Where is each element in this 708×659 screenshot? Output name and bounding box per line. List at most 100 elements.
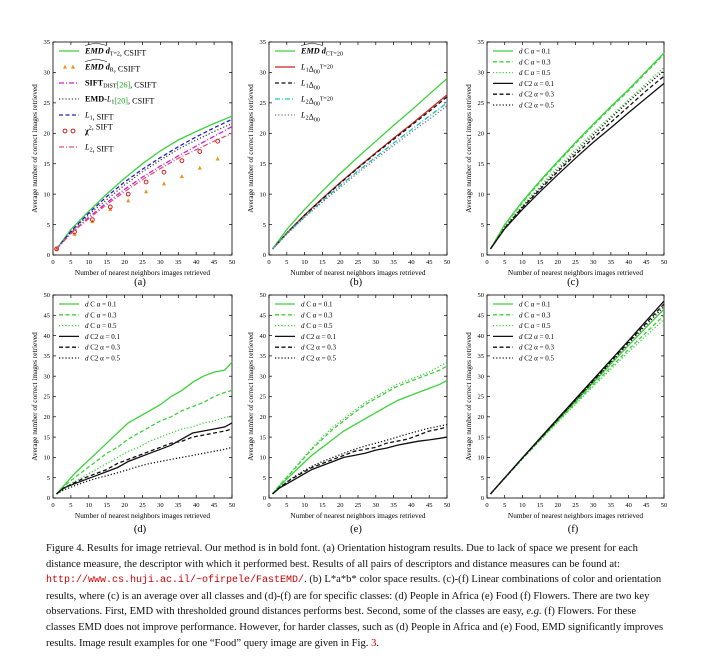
x-tick-label: 10 [86, 259, 93, 266]
panel-caption: (d) [134, 524, 147, 535]
y-tick-label: 0 [263, 495, 266, 502]
legend-label: d C α = 0.1 [85, 301, 117, 309]
panel-caption: (c) [567, 277, 579, 288]
legend-label: χ2, SIFT [84, 123, 113, 136]
y-tick-label: 15 [478, 434, 485, 441]
caption-url-link[interactable]: http://www.cs.huji.ac.il/~ofirpele/FastE… [46, 575, 305, 587]
y-tick-label: 5 [481, 222, 484, 229]
data-point [161, 169, 167, 175]
y-tick-label: 20 [478, 130, 485, 137]
panel-caption: (e) [350, 524, 362, 535]
data-point [144, 189, 149, 194]
x-tick-label: 25 [355, 502, 362, 509]
caption-emd-3: EMD [541, 621, 566, 633]
x-tick-label: 25 [139, 259, 146, 266]
series-line [56, 446, 233, 495]
x-tick-label: 50 [444, 502, 451, 509]
data-point [215, 138, 221, 144]
legend-label: d C α = 0.3 [85, 311, 117, 319]
legend-label: d C α = 0.5 [85, 322, 117, 330]
y-tick-label: 10 [260, 455, 267, 462]
series-line [56, 115, 233, 250]
y-tick-label: 15 [44, 161, 51, 168]
y-tick-label: 40 [478, 333, 485, 340]
legend-label: L1, SIFT [84, 111, 114, 122]
y-tick-label: 35 [44, 353, 51, 360]
chart-panel: 0 5 10 15 20 25 30 35 40 45 50 0 5 10 15 20 25 30 35 Number… [246, 39, 450, 288]
legend-label: d C α = 0.5 [301, 322, 333, 330]
legend-label: d C2 α = 0.1 [301, 333, 337, 341]
y-axis-label: Average number of correct images retriev… [246, 84, 255, 213]
x-tick-label: 0 [485, 502, 488, 509]
x-tick-label: 5 [285, 259, 288, 266]
y-tick-label: 25 [478, 394, 485, 401]
x-tick-label: 30 [373, 502, 380, 509]
series-line [272, 102, 448, 250]
y-tick-label: 10 [478, 191, 485, 198]
y-axis-label: Average number of correct images retriev… [246, 332, 255, 461]
legend-swatch [71, 64, 75, 69]
legend-label: L2, SIFT [84, 143, 114, 154]
y-tick-label: 25 [260, 394, 267, 401]
x-tick-label: 5 [503, 502, 506, 509]
y-tick-label: 5 [263, 475, 266, 482]
y-tick-label: 25 [44, 100, 51, 107]
x-tick-label: 25 [355, 259, 362, 266]
series-line [272, 78, 448, 250]
data-point [179, 158, 185, 164]
legend-label: d C2 α = 0.3 [301, 344, 337, 352]
series-line [490, 318, 665, 495]
legend-label: d C α = 0.3 [301, 311, 333, 319]
x-tick-label: 30 [373, 259, 380, 266]
x-tick-label: 0 [485, 259, 488, 266]
data-point [125, 191, 131, 197]
y-tick-label: 10 [44, 455, 51, 462]
chart-panel: 0 5 10 15 20 25 30 35 40 45 50 0 5 10 15 20 25 30 35 Number… [464, 39, 667, 288]
chart-panel: 0 5 10 15 20 25 30 35 40 45 50 0 5 10 15 20 25 30 35 40 45 50… [30, 292, 235, 535]
legend-label: d C2 α = 0.1 [519, 80, 555, 88]
y-tick-label: 15 [44, 434, 51, 441]
y-tick-label: 50 [260, 292, 267, 299]
data-point [54, 246, 59, 252]
y-tick-label: 0 [481, 495, 484, 502]
y-tick-label: 45 [478, 313, 485, 320]
y-tick-label: 20 [260, 414, 267, 421]
legend-label: d C α = 0.3 [519, 311, 551, 319]
series-line [56, 361, 233, 495]
caption-fig-ref-link[interactable]: 3 [371, 637, 377, 649]
series-line [490, 314, 665, 495]
x-tick-label: 45 [643, 259, 650, 266]
series-line [489, 70, 665, 250]
series-line [489, 67, 665, 250]
series-line [56, 389, 233, 495]
y-tick-label: 20 [260, 130, 267, 137]
caption-text-5: does not improve performance. However, f… [101, 621, 542, 633]
y-tick-label: 45 [260, 313, 267, 320]
y-tick-label: 30 [478, 70, 485, 77]
x-tick-label: 35 [608, 502, 615, 509]
x-tick-label: 5 [285, 502, 288, 509]
y-tick-label: 0 [481, 252, 484, 259]
data-point [215, 156, 220, 161]
y-tick-label: 5 [263, 222, 266, 229]
x-tick-label: 15 [537, 259, 544, 266]
legend-swatch [70, 128, 76, 134]
x-tick-label: 50 [661, 259, 668, 266]
y-tick-label: 20 [44, 414, 51, 421]
caption-eg: e.g. [526, 606, 542, 618]
data-point [197, 165, 202, 170]
x-tick-label: 40 [193, 259, 200, 266]
x-tick-label: 0 [51, 259, 54, 266]
x-tick-label: 40 [625, 502, 632, 509]
x-tick-label: 15 [103, 259, 110, 266]
x-tick-label: 40 [193, 502, 200, 509]
x-tick-label: 25 [572, 259, 579, 266]
legend-label: d C α = 0.1 [301, 301, 333, 309]
x-tick-label: 10 [519, 502, 526, 509]
y-tick-label: 5 [47, 475, 50, 482]
legend-label: EMD dCT=20 [300, 47, 343, 58]
y-tick-label: 30 [260, 373, 267, 380]
x-tick-label: 45 [426, 259, 433, 266]
y-tick-label: 15 [260, 434, 267, 441]
legend-label: d C α = 0.1 [519, 48, 551, 56]
